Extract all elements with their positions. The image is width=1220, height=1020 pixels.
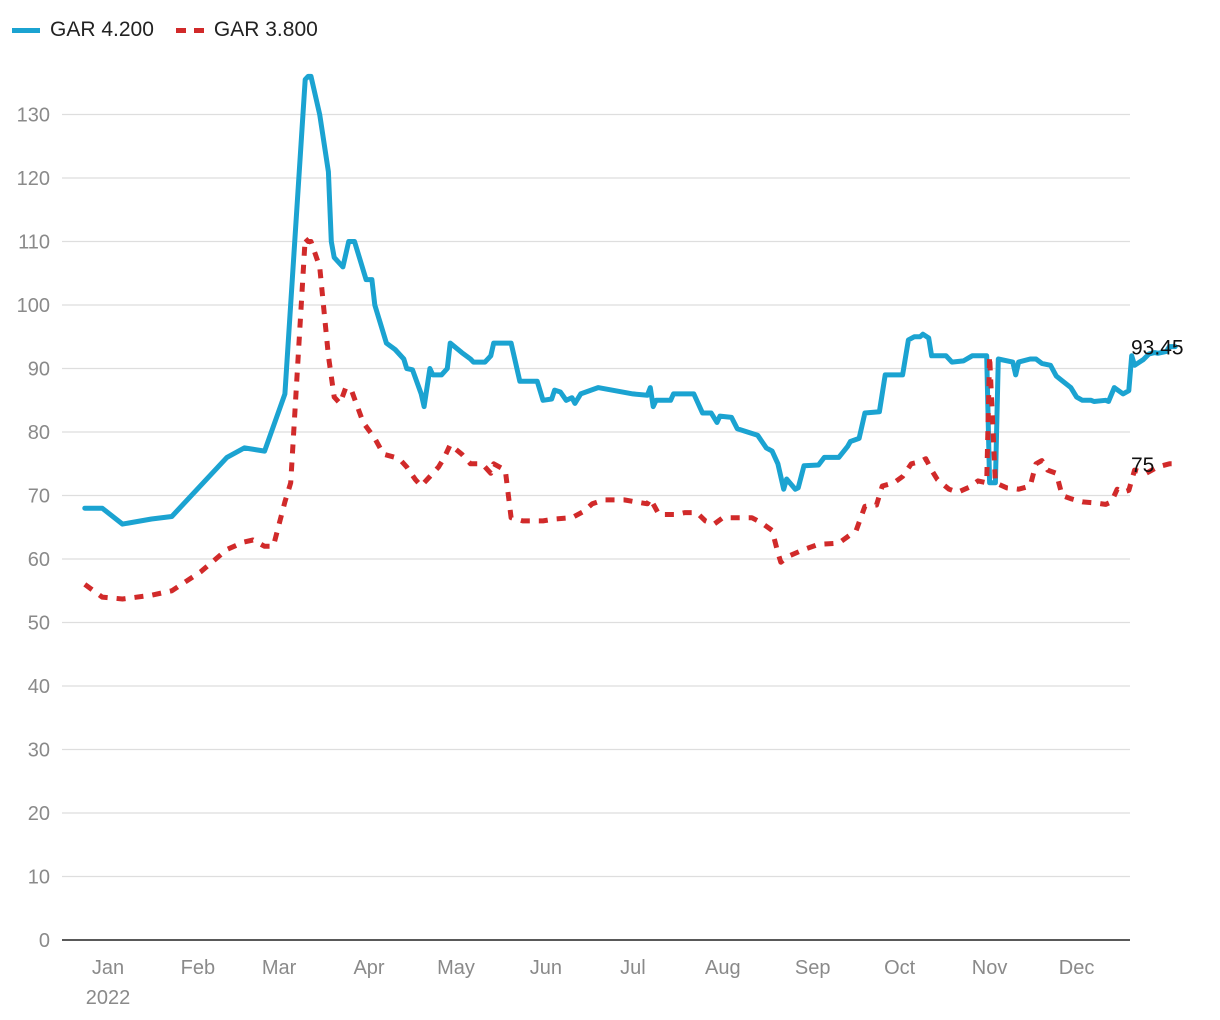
x-tick-label-feb: Feb <box>181 957 215 979</box>
x-tick-label-apr: Apr <box>353 957 384 979</box>
x-tick-label-sep: Sep <box>795 957 831 979</box>
series-layer <box>82 73 1178 602</box>
end-value-label-1: 93.45 <box>1131 337 1184 360</box>
x-tick-label-dec: Dec <box>1059 957 1095 979</box>
legend-item-series-2[interactable]: GAR 3.800 <box>175 18 318 42</box>
x-tick-label-aug: Aug <box>705 957 741 979</box>
y-tick-label-130: 130 <box>17 105 50 127</box>
x-tick-label-may: May <box>437 957 475 979</box>
y-tick-label-30: 30 <box>28 740 50 762</box>
legend-swatch-series-2 <box>175 27 204 33</box>
y-tick-label-0: 0 <box>39 930 50 952</box>
y-tick-label-120: 120 <box>17 168 50 190</box>
label-layer: 93.45 75 <box>1131 337 1184 477</box>
y-tick-label-70: 70 <box>28 486 50 508</box>
x-tick-label-jan: Jan <box>92 957 124 979</box>
x-tick-label-mar: Mar <box>262 957 297 979</box>
legend-swatch-series-1 <box>12 27 40 33</box>
axis-layer: 0 10 20 30 40 50 60 70 80 90 100 110 120 130 Jan 2022 Fe… <box>17 105 1130 1009</box>
y-tick-label-20: 20 <box>28 803 50 825</box>
series-line-2 <box>83 235 1176 602</box>
series-line-1 <box>82 73 1178 527</box>
y-tick-label-90: 90 <box>28 359 50 381</box>
legend-label-series-2: GAR 3.800 <box>213 18 318 41</box>
y-tick-label-100: 100 <box>17 295 50 317</box>
x-tick-label-oct: Oct <box>884 957 916 979</box>
y-tick-label-10: 10 <box>28 867 50 889</box>
grid-layer <box>62 113 1130 878</box>
x-tick-label-nov: Nov <box>972 957 1008 979</box>
y-tick-label-40: 40 <box>28 676 50 698</box>
y-tick-label-80: 80 <box>28 422 50 444</box>
x-tick-label-jun: Jun <box>530 957 562 979</box>
legend-label-series-1: GAR 4.200 <box>50 18 154 41</box>
x-tick-label-jul: Jul <box>620 957 646 979</box>
x-tick-sublabel-year: 2022 <box>86 987 131 1009</box>
legend: GAR 4.200 GAR 3.800 <box>12 18 340 42</box>
y-tick-label-50: 50 <box>28 613 50 635</box>
legend-item-series-1[interactable]: GAR 4.200 <box>12 18 154 42</box>
y-tick-label-110: 110 <box>18 232 50 254</box>
y-tick-label-60: 60 <box>28 549 50 571</box>
end-value-label-2: 75 <box>1131 454 1154 477</box>
